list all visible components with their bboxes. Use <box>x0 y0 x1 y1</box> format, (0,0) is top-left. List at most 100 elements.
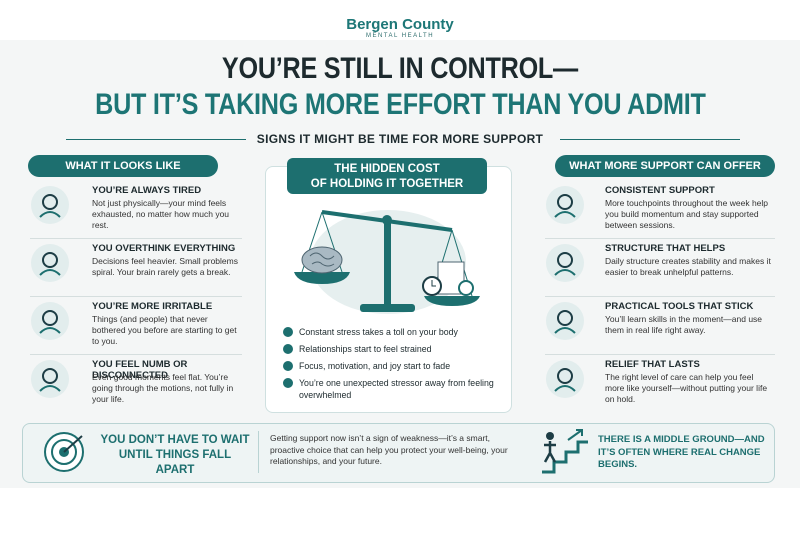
title-text: YOU’RE STILL IN CONTROL— <box>221 52 579 85</box>
center-heading: THE HIDDEN COST OF HOLDING IT TOGETHER <box>287 158 487 194</box>
icon-glyph <box>42 252 58 268</box>
item-text: The right level of care can help you fee… <box>605 372 768 404</box>
item-icon <box>546 244 584 282</box>
item-title: CONSISTENT SUPPORT <box>605 185 715 196</box>
arrow <box>63 435 83 453</box>
heading-line: OF HOLDING IT TOGETHER <box>310 178 464 190</box>
icon-glyph <box>39 269 61 276</box>
icon-bg <box>546 244 584 282</box>
item-icon <box>31 360 69 398</box>
target-icon <box>44 432 84 472</box>
divider <box>560 139 740 140</box>
item-icon <box>546 186 584 224</box>
icon-glyph <box>557 310 573 326</box>
scale-pan <box>294 272 350 284</box>
scale-pivot <box>382 215 392 225</box>
item-title: STRUCTURE THAT HELPS <box>605 243 726 254</box>
icon-glyph <box>554 385 576 392</box>
icon-bg <box>546 186 584 224</box>
icon-bg <box>31 244 69 282</box>
footer-card <box>22 423 775 483</box>
bullet-text: Relationships start to feel strained <box>299 344 432 354</box>
item-text: You’ll learn skills in the moment—and us… <box>605 314 763 335</box>
subtitle: SIGNS IT MIGHT BE TIME FOR MORE SUPPORT <box>256 132 544 146</box>
item-text: Things (and people) that never bothered … <box>92 314 237 346</box>
separator <box>545 296 775 297</box>
brain-fold <box>309 252 335 267</box>
item-text: Daily structure creates stability and ma… <box>605 256 771 277</box>
item-icon <box>31 244 69 282</box>
scale-pan <box>424 296 480 306</box>
bullet-text: Constant stress takes a toll on your bod… <box>299 327 458 337</box>
icon-glyph <box>557 252 573 268</box>
item-text: More touchpoints throughout the week hel… <box>605 198 769 230</box>
icon-glyph <box>39 211 61 218</box>
item-text: Even good moments feel flat. You’re goin… <box>92 372 234 404</box>
item-icon <box>31 186 69 224</box>
heading-line: THE HIDDEN COST <box>334 163 440 175</box>
icon-bg <box>546 302 584 340</box>
check-bullet <box>283 327 293 337</box>
arrow <box>567 429 583 441</box>
scale-pillar <box>384 218 391 306</box>
brand-tagline: MENTAL HEALTH <box>365 33 435 39</box>
divider <box>258 431 259 473</box>
icon-glyph <box>42 194 58 210</box>
scale-base <box>360 304 415 312</box>
icon-glyph <box>42 368 58 384</box>
separator <box>545 238 775 239</box>
clock-hands <box>431 280 436 287</box>
scale-illustration <box>294 210 480 314</box>
separator <box>30 354 242 355</box>
brain <box>301 246 343 274</box>
stairs-icon <box>542 429 588 474</box>
heart-badge <box>458 280 474 296</box>
item-title: PRACTICAL TOOLS THAT STICK <box>605 301 754 312</box>
item-title: YOU’RE ALWAYS TIRED <box>92 185 202 196</box>
title-line: BUT IT’S TAKING MORE EFFORT THAN YOU ADM… <box>0 88 800 122</box>
check-bullet <box>283 344 293 354</box>
item-title: YOU FEEL NUMB OR DISCONNECTED <box>92 359 188 381</box>
ring <box>51 439 77 465</box>
separator <box>30 238 242 239</box>
item-text: Decisions feel heavier. Small problems s… <box>92 256 238 277</box>
item-icon <box>546 302 584 340</box>
icon-glyph <box>39 385 61 392</box>
icon-bg <box>31 302 69 340</box>
item-text: Not just physically—your mind feels exha… <box>92 198 230 230</box>
item-title: YOU OVERTHINK EVERYTHING <box>92 243 236 254</box>
icon-glyph <box>554 327 576 334</box>
person-body <box>543 441 557 463</box>
icon-glyph <box>557 194 573 210</box>
icon-bg <box>31 360 69 398</box>
person-head <box>546 432 554 440</box>
icon-bg <box>546 360 584 398</box>
check-bullet <box>283 378 293 388</box>
section-heading: WHAT MORE SUPPORT CAN OFFER <box>555 155 775 177</box>
title-line: YOU’RE STILL IN CONTROL— <box>0 52 800 86</box>
bullet-text: You’re one unexpected stressor away from… <box>299 378 494 400</box>
icon-glyph <box>554 269 576 276</box>
icon-glyph <box>42 310 58 326</box>
footer-right: THERE IS A MIDDLE GROUND—AND IT’S OFTEN … <box>598 434 765 470</box>
divider <box>66 139 246 140</box>
footer-middle: Getting support now isn’t a sign of weak… <box>270 433 508 466</box>
icon-glyph <box>39 327 61 334</box>
item-icon <box>31 302 69 340</box>
icon-bg <box>31 186 69 224</box>
item-title: YOU’RE MORE IRRITABLE <box>92 301 213 312</box>
separator <box>30 296 242 297</box>
footer-left: YOU DON’T HAVE TO WAIT UNTIL THINGS FALL… <box>100 434 250 476</box>
item-icon <box>546 360 584 398</box>
item-title: RELIEF THAT LASTS <box>605 359 700 370</box>
stairs <box>542 440 588 474</box>
title-text: BUT IT’S TAKING MORE EFFORT THAN YOU ADM… <box>94 88 706 121</box>
section-heading: WHAT IT LOOKS LIKE <box>28 155 218 177</box>
check-bullet <box>283 361 293 371</box>
brand-name: Bergen County <box>346 16 454 33</box>
separator <box>545 354 775 355</box>
icon-glyph <box>554 211 576 218</box>
bullet-text: Focus, motivation, and joy start to fade <box>299 361 451 371</box>
icon-glyph <box>557 368 573 384</box>
